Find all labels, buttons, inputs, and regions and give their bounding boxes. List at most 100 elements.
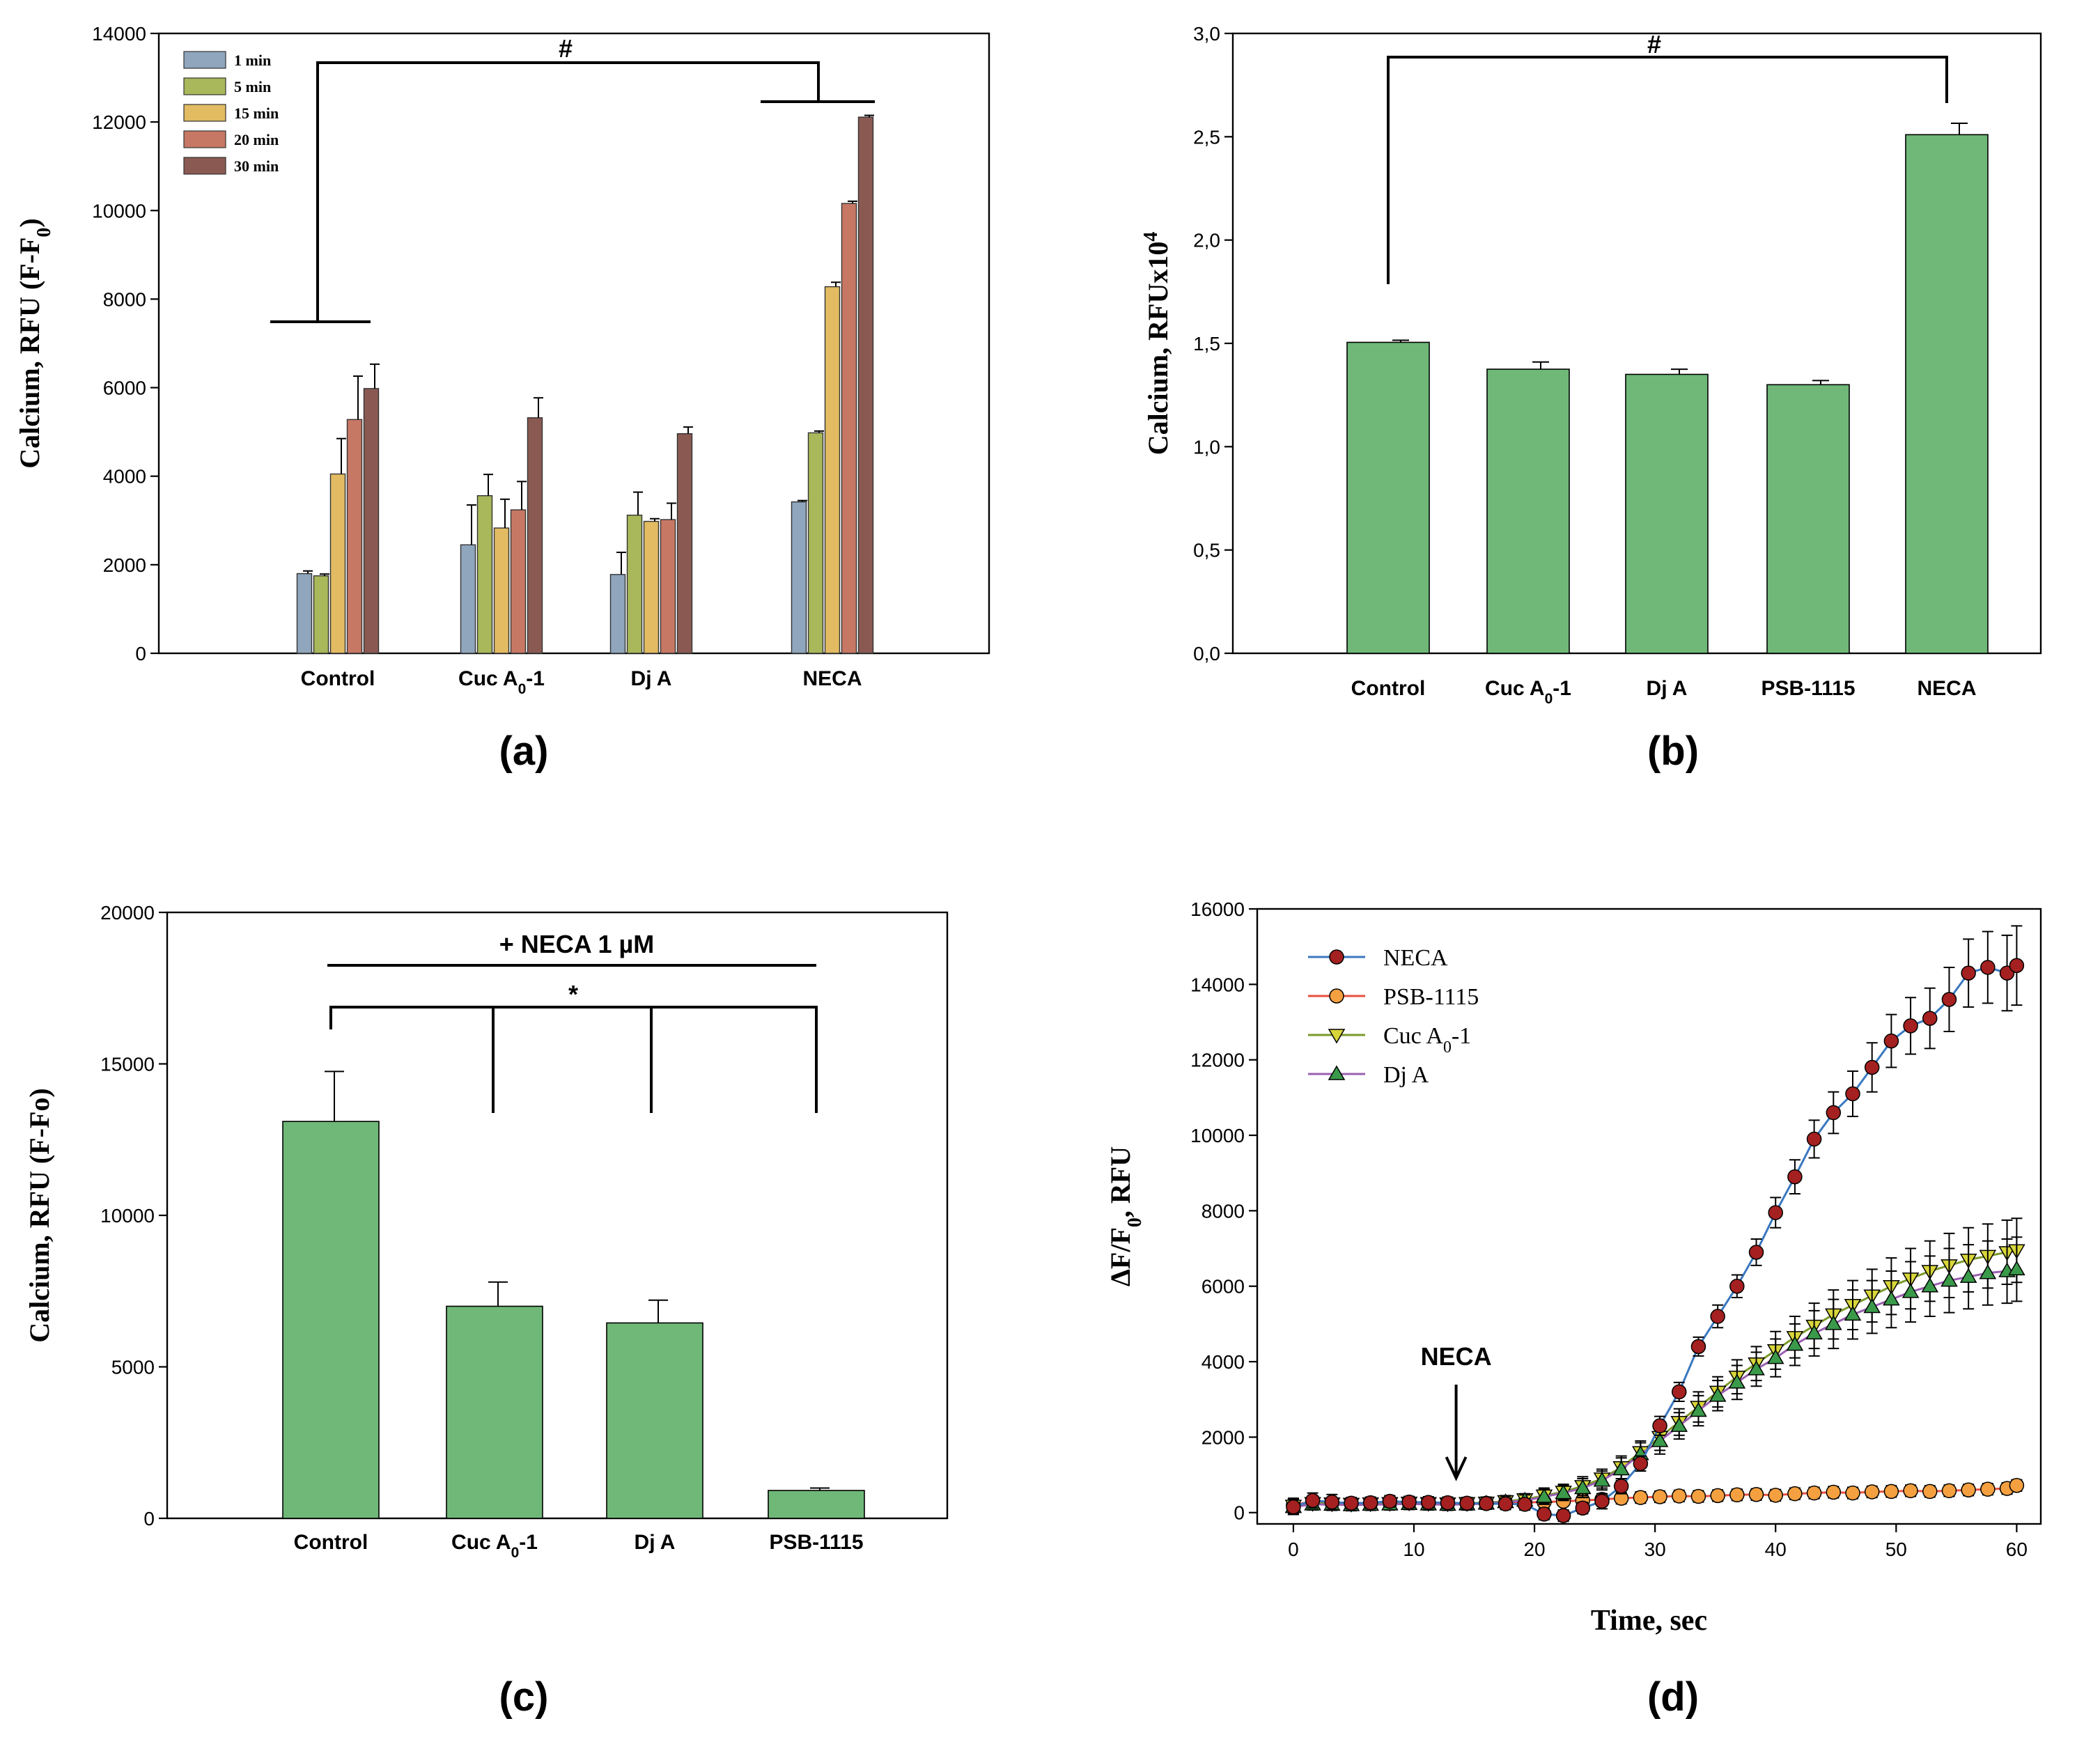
panel-label-b: (b) — [1647, 729, 1699, 774]
x-tick-label-d: 10 — [1403, 1539, 1424, 1560]
marker-d — [1690, 1339, 1706, 1355]
x-tick-label-c: PSB-1115 — [769, 1531, 863, 1554]
marker-d — [1748, 1245, 1764, 1260]
y-tick-label-c: 5000 — [111, 1357, 155, 1378]
legend-marker-d — [1329, 988, 1344, 1004]
bar-a-30min-3 — [857, 116, 874, 654]
marker-d — [1728, 1373, 1746, 1389]
y-tick-label-b: 2,5 — [1193, 126, 1220, 148]
x-tick-label-b: Cuc A0-1 — [1485, 677, 1571, 707]
bar-a-5min-1 — [476, 495, 493, 654]
series-d-CucA0-1 — [1284, 1217, 2025, 1515]
legend-label-a: 20 min — [234, 131, 279, 148]
marker-d — [1806, 1485, 1822, 1501]
marker-d — [1362, 1495, 1378, 1511]
bar-a-15min-3 — [824, 286, 841, 654]
y-tick-label-d: 16000 — [1190, 898, 1245, 920]
bar-b-3 — [1766, 384, 1850, 654]
marker-d — [1845, 1086, 1860, 1102]
x-tick-label-d: 20 — [1523, 1539, 1545, 1560]
y-tick-label-a: 14000 — [92, 23, 146, 45]
bar-a-1min-2 — [609, 574, 626, 654]
y-tick-label-b: 1,0 — [1193, 436, 1220, 458]
panel-b: 0,0 0,5 1,0 1,5 2,0 2,5 3,0 Control Cuc A0-1 Dj A… — [1140, 23, 2042, 774]
legend-label-d: Cuc A0-1 — [1383, 1023, 1471, 1057]
marker-d — [1710, 1309, 1725, 1324]
bar-a-5min-0 — [313, 575, 329, 654]
legend-label-a: 15 min — [234, 104, 279, 122]
marker-d — [1826, 1105, 1842, 1121]
marker-d — [1593, 1472, 1611, 1487]
x-tick-label-a: NECA — [802, 667, 862, 690]
y-axis-title-c: Calcium, RFU (F-Fo) — [24, 1088, 55, 1342]
x-tick-label-c: Cuc A0-1 — [451, 1531, 538, 1561]
marker-d — [1883, 1484, 1899, 1500]
marker-d — [1574, 1479, 1592, 1495]
bar-a-15min-2 — [643, 520, 660, 654]
legend-marker-d — [1329, 949, 1344, 965]
x-axis-title-d: Time, sec — [1591, 1605, 1707, 1637]
bar-b-1 — [1486, 368, 1570, 654]
panel-label-a: (a) — [499, 729, 549, 774]
x-tick-label-c: Dj A — [635, 1531, 676, 1554]
panel-a: 0 2000 4000 6000 8000 10000 12000 14000 Control C… — [14, 23, 990, 774]
marker-d — [1748, 1360, 1765, 1376]
marker-d — [2009, 1477, 2025, 1493]
bar-b-2 — [1625, 373, 1709, 654]
x-tick-label-b: Dj A — [1647, 677, 1688, 700]
marker-d — [1729, 1278, 1745, 1294]
marker-d — [1555, 1508, 1571, 1523]
marker-d — [1941, 992, 1957, 1007]
x-tick-label-d: 60 — [2006, 1539, 2028, 1560]
plot-frame-d — [1256, 908, 2042, 1525]
marker-d — [1748, 1486, 1764, 1502]
y-axis-title-b: Calcium, RFUx104 — [1140, 232, 1174, 456]
legend-label-d: PSB-1115 — [1383, 984, 1479, 1010]
x-tick-label-d: 30 — [1644, 1539, 1666, 1560]
marker-d — [1961, 1482, 1976, 1497]
sig-bracket-c — [329, 1006, 818, 1113]
legend-swatch-a — [183, 157, 226, 175]
marker-d — [1709, 1387, 1727, 1402]
y-tick-label-d: 2000 — [1201, 1426, 1245, 1448]
marker-d — [1922, 1484, 1938, 1500]
bar-a-20min-2 — [660, 519, 676, 654]
marker-d — [1864, 1059, 1880, 1075]
marker-d — [1940, 1272, 1958, 1287]
marker-d — [1729, 1487, 1745, 1503]
marker-d — [1805, 1324, 1823, 1340]
marker-d — [1768, 1205, 1783, 1220]
y-tick-label-b: 2,0 — [1193, 230, 1220, 251]
bar-b-4 — [1905, 134, 1989, 654]
marker-d — [1324, 1494, 1340, 1510]
marker-d — [1922, 1011, 1938, 1026]
plot-frame-a — [157, 32, 990, 655]
marker-d — [1401, 1494, 1417, 1510]
y-tick-label-c: 15000 — [100, 1054, 155, 1075]
marker-d — [1844, 1305, 1862, 1321]
marker-d — [1459, 1495, 1475, 1511]
bar-c-3 — [768, 1490, 865, 1519]
y-tick-label-a: 0 — [135, 643, 146, 664]
x-tick-label-a: Dj A — [631, 667, 672, 690]
x-tick-label-d: 0 — [1288, 1539, 1299, 1560]
marker-d — [1555, 1484, 1572, 1500]
bar-a-5min-2 — [626, 514, 643, 654]
y-axis-title-d: ΔF/F0, RFU — [1105, 1146, 1146, 1286]
marker-d — [1575, 1500, 1591, 1516]
y-tick-label-d: 4000 — [1201, 1351, 1245, 1373]
panel-label-c: (c) — [499, 1674, 549, 1720]
y-axis-title-a: Calcium, RFU (F-F0) — [14, 218, 55, 468]
marker-d — [1806, 1131, 1822, 1147]
legend-label-a: 1 min — [234, 52, 271, 69]
legend-label-d: NECA — [1383, 945, 1448, 971]
marker-d — [1959, 1268, 1977, 1283]
legend-swatch-a — [183, 77, 226, 95]
neca-arrow-head-d — [1445, 1456, 1468, 1481]
marker-d — [1766, 1349, 1784, 1364]
marker-d — [1672, 1384, 1687, 1400]
marker-d — [1344, 1495, 1359, 1511]
x-tick-label-d: 40 — [1765, 1539, 1787, 1560]
legend-swatch-a — [183, 130, 226, 148]
